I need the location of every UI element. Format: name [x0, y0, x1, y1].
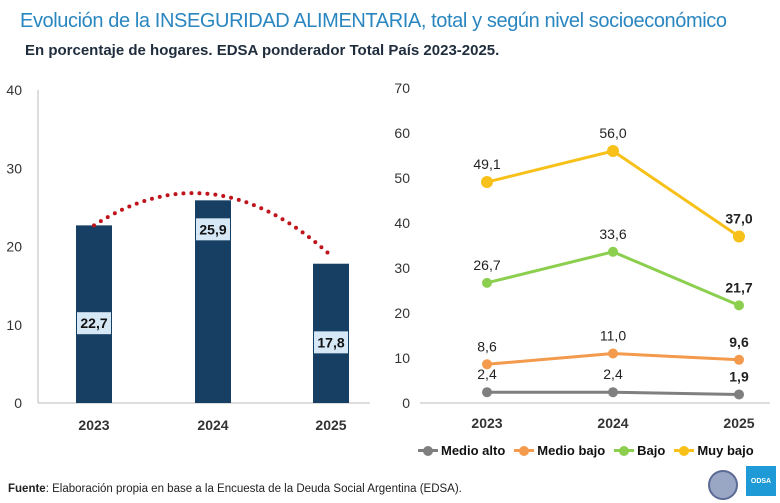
legend-label: Muy bajo	[697, 443, 754, 458]
chart-title: Evolución de la INSEGURIDAD ALIMENTARIA,…	[20, 10, 727, 32]
bar-label-bg	[77, 312, 111, 335]
source-note: Fuente: Elaboración propia en base a la …	[8, 483, 462, 495]
legend-marker-icon	[418, 445, 438, 456]
bar-label: 22,7	[80, 315, 107, 331]
legend-label: Medio bajo	[537, 443, 606, 458]
y-tick-label: 10	[394, 350, 410, 366]
data-label: 2,4	[603, 366, 623, 382]
source-label: Fuente	[8, 483, 46, 495]
legend-item: Muy bajo	[674, 443, 754, 458]
legend-label: Bajo	[637, 443, 666, 458]
data-label: 37,0	[725, 211, 752, 227]
series-line	[486, 250, 740, 307]
data-point	[482, 387, 492, 398]
data-point	[734, 389, 744, 400]
data-point	[482, 359, 492, 370]
x-tick-label: 2023	[471, 415, 502, 431]
y-tick-label: 50	[394, 170, 410, 186]
data-label: 56,0	[599, 125, 626, 141]
legend: Medio alto Medio bajo Bajo Muy bajo	[418, 443, 758, 458]
y-tick-label: 40	[6, 82, 22, 98]
chart-subtitle: En porcentaje de hogares. EDSA ponderado…	[25, 42, 500, 59]
bar-label-bg	[314, 331, 348, 354]
y-tick-label: 30	[6, 160, 22, 176]
legend-item: Bajo	[614, 443, 665, 458]
y-tick-label: 40	[394, 215, 410, 231]
data-label: 11,0	[600, 328, 626, 344]
y-tick-label: 0	[402, 395, 410, 411]
data-label: 33,6	[599, 226, 626, 242]
x-tick-label: 2023	[78, 417, 109, 433]
series-line	[486, 149, 740, 238]
odsa-logo: ODSA	[746, 466, 776, 496]
data-point	[607, 145, 619, 157]
university-seal-logo	[708, 470, 738, 500]
data-label: 49,1	[473, 156, 500, 172]
source-text: : Elaboración propia en base a la Encues…	[45, 483, 462, 495]
data-point	[734, 354, 744, 365]
legend-item: Medio bajo	[514, 443, 605, 458]
y-tick-label: 20	[394, 305, 410, 321]
data-label: 1,9	[729, 368, 749, 384]
legend-marker-icon	[674, 445, 695, 456]
trend-line	[92, 191, 333, 258]
legend-item: Medio alto	[418, 443, 505, 458]
x-tick-label: 2025	[315, 417, 346, 433]
data-label: 9,6	[729, 334, 749, 350]
x-tick-label: 2025	[723, 415, 754, 431]
x-tick-label: 2024	[197, 417, 228, 433]
data-point	[734, 300, 744, 311]
data-point	[481, 176, 493, 189]
data-label: 8,6	[477, 338, 497, 354]
y-tick-label: 60	[394, 125, 410, 141]
data-point	[608, 246, 618, 257]
data-point	[608, 387, 618, 398]
bar-label: 25,9	[199, 221, 226, 237]
legend-label: Medio alto	[441, 443, 506, 458]
y-tick-label: 0	[14, 395, 22, 411]
y-tick-label: 30	[394, 260, 410, 276]
legend-marker-icon	[614, 445, 635, 456]
bar-label-bg	[196, 218, 230, 241]
data-label: 2,4	[477, 366, 497, 382]
data-point	[482, 277, 492, 288]
y-tick-label: 70	[394, 80, 410, 96]
y-tick-label: 10	[6, 317, 22, 333]
x-tick-label: 2024	[597, 415, 628, 431]
bar-label: 17,8	[317, 334, 344, 350]
data-point	[733, 230, 745, 243]
y-tick-label: 20	[6, 239, 22, 255]
data-label: 21,7	[725, 279, 752, 295]
data-point	[608, 348, 618, 359]
data-label: 26,7	[473, 257, 500, 273]
legend-marker-icon	[514, 445, 535, 456]
